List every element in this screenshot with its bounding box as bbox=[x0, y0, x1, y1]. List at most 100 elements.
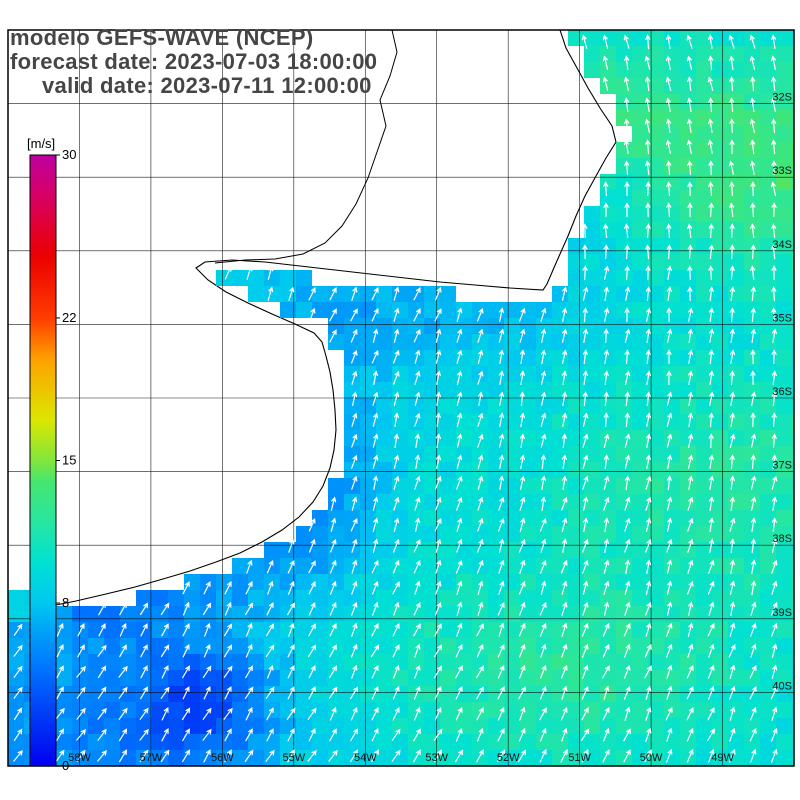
field-cell bbox=[712, 78, 728, 94]
wave-arrow bbox=[729, 580, 736, 595]
wave-arrow bbox=[371, 707, 379, 721]
field-cell bbox=[552, 494, 568, 510]
wave-arrow bbox=[245, 665, 253, 679]
field-cell bbox=[728, 526, 744, 542]
field-cell bbox=[424, 494, 440, 510]
field-cell bbox=[696, 670, 712, 686]
colorbar-gradient bbox=[29, 154, 57, 767]
field-cell bbox=[760, 526, 776, 542]
wave-arrow bbox=[665, 706, 673, 721]
field-cell bbox=[280, 702, 296, 718]
wave-arrow bbox=[750, 370, 756, 386]
field-cell bbox=[760, 638, 776, 654]
field-cell bbox=[200, 654, 216, 670]
field-cell bbox=[664, 574, 680, 590]
field-cell bbox=[600, 734, 616, 750]
field-cell bbox=[360, 734, 376, 750]
field-cell bbox=[328, 478, 344, 494]
wave-arrow bbox=[729, 223, 735, 239]
field-cell bbox=[664, 334, 680, 350]
field-cell bbox=[776, 494, 792, 510]
field-cell bbox=[712, 638, 728, 654]
field-cell bbox=[584, 222, 600, 238]
field-cell bbox=[296, 654, 312, 670]
field-cell bbox=[376, 542, 392, 558]
field-cell bbox=[792, 670, 794, 686]
field-cell bbox=[552, 558, 568, 574]
field-cell bbox=[776, 350, 792, 366]
field-cell bbox=[360, 574, 376, 590]
field-cell bbox=[600, 382, 616, 398]
field-cell bbox=[120, 606, 136, 622]
field-cell bbox=[664, 750, 680, 766]
wave-arrow bbox=[666, 412, 673, 427]
field-cell bbox=[696, 46, 712, 62]
wave-arrow bbox=[708, 601, 715, 616]
field-cell bbox=[696, 286, 712, 302]
field-cell bbox=[584, 494, 600, 510]
wave-arrow bbox=[729, 370, 735, 386]
field-cell bbox=[232, 734, 248, 750]
wave-arrow bbox=[604, 601, 610, 616]
field-cell bbox=[552, 446, 568, 462]
field-cell bbox=[472, 430, 488, 446]
wave-arrow bbox=[771, 538, 778, 553]
wave-arrow bbox=[709, 391, 715, 406]
field-cell bbox=[504, 606, 520, 622]
field-cell bbox=[424, 718, 440, 734]
field-cell bbox=[504, 478, 520, 494]
field-cell bbox=[600, 494, 616, 510]
field-cell bbox=[744, 526, 760, 542]
wave-arrow bbox=[456, 496, 463, 511]
field-cell bbox=[568, 526, 584, 542]
field-cell bbox=[712, 254, 728, 270]
field-cell bbox=[232, 558, 248, 574]
forecast-date: forecast date: 2023-07-03 18:00:00 bbox=[10, 49, 378, 74]
wave-arrow bbox=[749, 664, 757, 679]
field-cell bbox=[680, 270, 696, 286]
lat-label: 37S bbox=[772, 460, 792, 472]
field-cell bbox=[264, 670, 280, 686]
field-cell bbox=[72, 606, 88, 622]
wave-arrow bbox=[498, 370, 504, 385]
field-cell bbox=[792, 142, 794, 158]
field-cell bbox=[776, 78, 792, 94]
field-cell bbox=[568, 718, 584, 734]
field-cell bbox=[456, 526, 472, 542]
wave-arrow bbox=[686, 55, 693, 70]
field-cell bbox=[552, 478, 568, 494]
field-cell bbox=[696, 334, 712, 350]
field-cell bbox=[472, 542, 488, 558]
wave-arrow bbox=[561, 580, 568, 595]
wave-arrow bbox=[645, 517, 652, 532]
wave-arrow bbox=[708, 748, 715, 763]
field-cell bbox=[600, 478, 616, 494]
field-cell bbox=[56, 606, 72, 622]
field-cell bbox=[184, 750, 200, 766]
wave-arrow bbox=[624, 370, 631, 385]
wave-arrow bbox=[434, 308, 442, 322]
field-cell bbox=[536, 462, 552, 478]
field-cell bbox=[792, 350, 794, 366]
field-cell bbox=[664, 174, 680, 190]
field-cell bbox=[504, 718, 520, 734]
wave-arrow bbox=[562, 349, 568, 364]
field-cell bbox=[728, 542, 744, 558]
field-cell bbox=[424, 638, 440, 654]
wave-arrow bbox=[435, 412, 441, 427]
field-cell bbox=[536, 494, 552, 510]
wave-arrow bbox=[645, 601, 652, 616]
wave-arrow bbox=[371, 623, 379, 637]
field-cell bbox=[760, 318, 776, 334]
wave-arrow bbox=[329, 623, 337, 637]
wave-arrow bbox=[161, 706, 169, 721]
field-cell bbox=[504, 638, 520, 654]
field-cell bbox=[440, 542, 456, 558]
wave-arrow bbox=[729, 97, 735, 113]
river-line bbox=[214, 30, 398, 264]
wave-arrow bbox=[561, 475, 567, 490]
field-cell bbox=[584, 542, 600, 558]
field-cell bbox=[360, 334, 376, 350]
wave-arrow bbox=[751, 433, 757, 448]
field-cell bbox=[616, 190, 632, 206]
